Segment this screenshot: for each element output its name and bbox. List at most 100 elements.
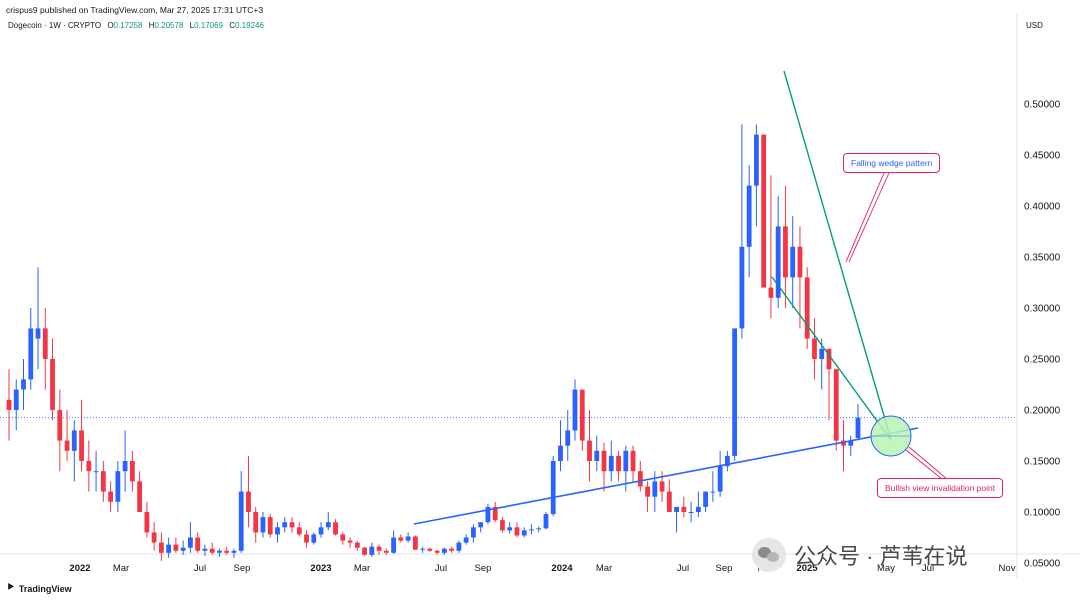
x-tick-label: Jul [435,563,447,574]
candle-body [688,512,694,513]
candle-body [739,246,745,329]
candle-body [783,226,788,278]
x-tick-label: Sep [716,563,733,574]
candle-body [108,491,113,502]
candle-body [100,471,106,492]
candle-body [724,455,730,467]
candle-body [42,328,48,359]
currency-label: USD [1026,21,1043,30]
candle-body [695,506,701,512]
candle-body [572,389,578,431]
candle-body [253,512,259,533]
y-tick-label: 0.45000 [1024,151,1061,162]
candle-body [173,544,179,551]
y-tick-label: 0.10000 [1024,508,1061,519]
watermark-text: 公众号 · 芦苇在说 [794,544,968,569]
candle-body [376,546,382,551]
candle-body [507,527,513,531]
candle-body [492,506,498,521]
wedge-callout-arrow [845,172,890,263]
x-tick-label: May [877,563,895,574]
candle-body [28,328,34,380]
candle-body [137,481,143,512]
candle-body [325,522,331,528]
candle-body [514,527,520,536]
wedge-lower-line[interactable] [771,276,892,441]
candle-body [246,491,251,512]
candle-body [717,466,723,492]
y-tick-label: 0.40000 [1024,202,1061,213]
x-tick-label: Sep [234,563,251,574]
candle-body [500,520,505,531]
candle-body [21,379,26,390]
candle-body [659,481,665,492]
invalidation-label[interactable]: Bullish view invalidation point [877,478,1004,498]
candle-body [93,471,99,473]
candle-body [681,506,687,512]
candle-body [804,277,810,339]
candle-body [471,527,476,538]
candle-body [383,550,389,553]
candle-body [478,522,484,528]
candle-body [35,328,41,339]
candle-body [536,528,542,530]
candle-body [267,517,273,535]
candle-body [412,536,418,550]
candle-body [666,491,672,512]
close-label: C [229,21,236,30]
x-tick-label: Jul [677,563,689,574]
candle-body [231,550,237,553]
candle-body [645,486,650,497]
candle-body [565,430,571,446]
falling-wedge-label[interactable]: Falling wedge pattern [843,153,941,173]
candle-body [144,512,150,533]
close-value: 0.19246 [235,21,264,30]
candle-body [275,527,280,535]
candle-body [420,548,426,550]
candle-body [158,542,164,553]
y-tick-label: 0.15000 [1024,457,1061,468]
candle-body [217,550,222,553]
symbol-legend: Dogecoin · 1W · CRYPTO O0.17258 H0.20578… [8,21,264,30]
x-tick-label: 2025 [796,563,818,574]
candle-body [812,338,817,359]
candle-body [601,450,607,472]
y-tick-label: 0.30000 [1024,304,1061,315]
open-label: O [107,21,114,30]
candle-body [630,450,636,472]
candle-body [579,389,585,441]
candle-body [775,226,781,298]
candle-body [115,471,121,502]
wechat-icon [752,538,786,572]
candle-body [463,537,469,543]
candle-body [594,450,600,461]
candle-body [746,185,752,247]
support-trendline[interactable] [413,427,919,525]
candle-body [543,514,549,529]
x-tick-label: Sep [475,563,492,574]
candle-body [637,471,643,487]
symbol-name: Dogecoin · 1W · CRYPTO [8,21,102,30]
candle-body [674,506,679,512]
candle-body [209,548,215,553]
y-tick-label: 0.05000 [1024,559,1061,570]
candle-body [833,369,839,441]
candle-body [122,461,128,472]
candle-body [86,461,92,472]
wedge-upper-line[interactable] [783,70,892,441]
candle-body [441,548,447,553]
candle-body [282,522,288,528]
candles [6,124,861,561]
candle-body [79,430,84,461]
candle-body [13,389,19,410]
candle-body [57,410,63,441]
x-tick-label: 2023 [310,563,331,574]
candle-body [347,540,353,543]
candle-body [296,527,302,535]
tradingview-logo[interactable]: ⯈ TradingView [6,582,72,595]
x-tick-label: Jul [194,563,206,574]
candle-body [797,246,803,278]
candle-body [841,440,846,446]
y-tick-label: 0.20000 [1024,406,1061,417]
